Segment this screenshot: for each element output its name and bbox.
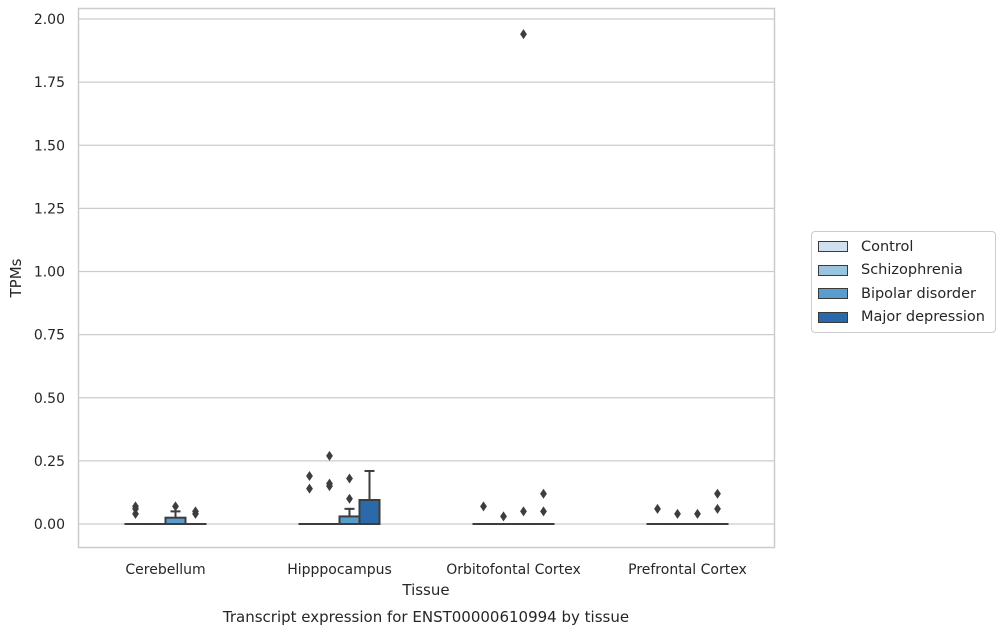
y-axis-label: TPMs	[7, 258, 25, 298]
outlier-point	[326, 478, 333, 489]
x-axis-label: Tissue	[401, 581, 449, 599]
legend: Control Schizophrenia Bipolar disorder Majo…	[811, 231, 996, 333]
outlier-point	[132, 501, 139, 512]
y-tick-label: 0.75	[34, 328, 65, 344]
outlier-point	[132, 508, 139, 519]
y-tick-label: 1.50	[34, 138, 65, 154]
x-tick-label: Cerebellum	[125, 562, 205, 578]
y-tick-label: 1.75	[34, 75, 65, 91]
legend-label: Bipolar disorder	[861, 285, 976, 302]
outlier-point	[674, 508, 681, 519]
legend-label: Major depression	[861, 309, 985, 326]
outlier-point	[172, 501, 179, 512]
outlier-point	[192, 506, 199, 517]
outlier-point	[306, 471, 313, 482]
outlier-point	[346, 473, 353, 484]
x-tick-label: Prefrontal Cortex	[628, 562, 747, 578]
outlier-point	[306, 483, 313, 494]
plot-area-frame	[77, 7, 776, 549]
legend-item: Bipolar disorder	[812, 282, 995, 306]
outlier-point	[346, 493, 353, 504]
outlier-point	[326, 450, 333, 461]
box-bipolar-disorder	[338, 507, 361, 525]
gridlines	[78, 18, 775, 525]
chart-title: Transcript expression for ENST0000061099…	[222, 608, 629, 626]
x-tick-label: Orbitofontal Cortex	[446, 562, 581, 578]
x-tick-label: Hipppocampus	[287, 562, 392, 578]
legend-swatch	[818, 288, 848, 300]
outlier-point	[540, 488, 547, 499]
legend-swatch	[818, 241, 848, 253]
legend-item: Schizophrenia	[812, 259, 995, 283]
x-tick-labels: Cerebellum Hipppocampus Orbitofontal Corte…	[125, 562, 746, 578]
outlier-point	[480, 501, 487, 512]
outlier-point	[500, 511, 507, 522]
legend-item: Major depression	[812, 306, 995, 330]
boxes	[124, 469, 729, 526]
box	[358, 499, 381, 526]
legend-swatch	[818, 264, 848, 276]
outlier-point	[654, 503, 661, 514]
outlier-point	[540, 506, 547, 517]
y-tick-label: 1.25	[34, 201, 65, 217]
y-tick-label: 2.00	[34, 12, 65, 28]
legend-swatch	[818, 311, 848, 323]
y-tick-label: 0.00	[34, 517, 65, 533]
outlier-point	[694, 508, 701, 519]
legend-label: Schizophrenia	[861, 262, 963, 279]
y-tick-label: 0.25	[34, 454, 65, 470]
y-tick-label: 1.00	[34, 265, 65, 281]
y-tick-labels: 0.00 0.25 0.50 0.75 1.00 1.25 1.50 1.75 2.00	[34, 12, 65, 533]
outlier-point	[520, 506, 527, 517]
outliers	[132, 29, 721, 522]
y-tick-label: 0.50	[34, 391, 65, 407]
box	[338, 515, 361, 525]
box-bipolar-disorder	[164, 510, 187, 525]
box-major-depression	[358, 469, 381, 526]
outlier-point	[520, 29, 527, 40]
legend-label: Control	[861, 238, 914, 255]
outlier-point	[714, 503, 721, 514]
outlier-point	[714, 488, 721, 499]
legend-item: Control	[812, 235, 995, 259]
